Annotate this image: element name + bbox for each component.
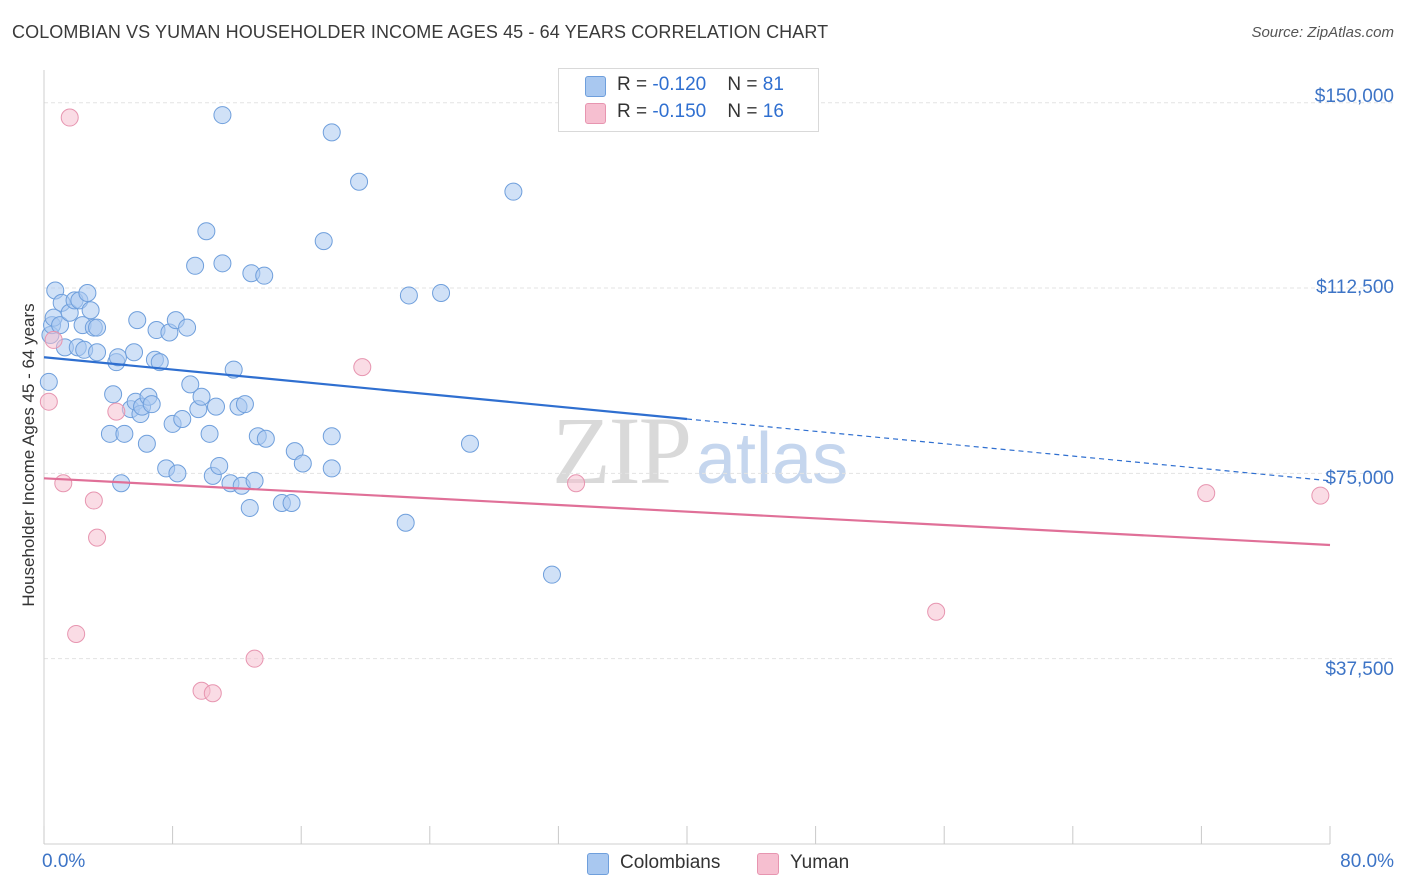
y-tick-label-75000: $75,000 [1325, 468, 1394, 489]
yuman-point-3 [60, 108, 79, 127]
colombians-point-24 [115, 424, 134, 443]
colombians-point-26 [125, 343, 144, 362]
yuman-point-6 [107, 402, 126, 421]
colombians-point-36 [150, 353, 169, 372]
colombians-point-69 [293, 454, 312, 473]
yuman-point-4 [84, 491, 103, 510]
stats-legend: R = -0.120 N = 81 R = -0.150 N = 16 [558, 68, 819, 132]
colombians-point-78 [460, 434, 479, 453]
colombians-point-15 [81, 301, 100, 320]
n-label: N = [727, 101, 763, 122]
colombians-point-56 [224, 360, 243, 379]
colombians-point-51 [207, 397, 226, 416]
colombians-point-0 [39, 372, 58, 391]
colombians-point-41 [168, 464, 187, 483]
colombians-point-31 [137, 434, 156, 453]
r-value-yuman: -0.150 [652, 101, 707, 122]
r-label: R = [617, 101, 653, 122]
n-label: N = [727, 74, 763, 95]
yuman-legend-swatch [757, 853, 779, 875]
colombians-legend-swatch [587, 853, 609, 875]
colombians-point-45 [186, 256, 205, 275]
colombians-point-72 [322, 427, 341, 446]
source-label: Source: ZipAtlas.com [1251, 24, 1394, 41]
colombians-point-71 [322, 123, 341, 142]
colombians-point-60 [240, 498, 259, 517]
yuman-point-2 [54, 474, 73, 493]
colombians-legend-label: Colombians [620, 852, 721, 873]
r-label: R = [617, 74, 653, 95]
yuman-point-10 [245, 649, 264, 668]
yuman-point-1 [44, 330, 63, 349]
y-tick-label-112500: $112,500 [1316, 277, 1394, 298]
yuman-point-5 [88, 528, 107, 547]
colombians-point-79 [504, 182, 523, 201]
colombians-point-67 [282, 494, 301, 513]
colombians-point-64 [255, 266, 274, 285]
x-tick-label-max: 80.0% [1340, 851, 1394, 872]
yuman-point-14 [1197, 484, 1216, 503]
yuman-point-12 [567, 474, 586, 493]
colombians-point-5 [51, 316, 70, 335]
colombians-point-44 [181, 375, 200, 394]
n-value-yuman: 16 [762, 101, 784, 122]
colombians-point-48 [197, 222, 216, 241]
y-tick-label-150000: $150,000 [1314, 86, 1394, 107]
chart-title: COLOMBIAN VS YUMAN HOUSEHOLDER INCOME AG… [12, 22, 829, 42]
yuman-legend-label: Yuman [790, 852, 850, 873]
colombians-point-62 [245, 471, 264, 490]
colombians-point-18 [88, 343, 107, 362]
x-tick-label-min: 0.0% [42, 851, 86, 872]
colombians-point-74 [350, 172, 369, 191]
n-value-colombians: 81 [762, 74, 784, 95]
colombians-point-70 [314, 232, 333, 251]
colombians-point-20 [104, 385, 123, 404]
y-tick-label-37500: $37,500 [1325, 659, 1394, 680]
yuman-swatch [585, 103, 606, 124]
colombians-point-49 [200, 424, 219, 443]
colombians-swatch [585, 76, 606, 97]
colombians-point-77 [432, 283, 451, 302]
colombians-trend-line [43, 356, 688, 421]
yuman-point-7 [67, 624, 86, 643]
colombians-point-42 [173, 409, 192, 428]
yuman-point-11 [353, 358, 372, 377]
colombians-point-43 [178, 318, 197, 337]
legend-yuman-stats: R = -0.150 N = 16 [617, 101, 784, 123]
colombians-point-52 [210, 456, 229, 475]
colombians-point-53 [213, 254, 232, 273]
colombians-point-80 [542, 565, 561, 584]
colombians-point-22 [108, 348, 127, 367]
yuman-point-0 [39, 392, 58, 411]
colombians-point-14 [78, 283, 97, 302]
colombians-point-17 [88, 318, 107, 337]
legend-colombians-stats: R = -0.120 N = 81 [617, 74, 784, 96]
colombians-point-47 [192, 387, 211, 406]
colombians-point-73 [322, 459, 341, 478]
colombians-point-76 [399, 286, 418, 305]
colombians-trend-line-extension [686, 418, 1331, 482]
colombians-point-54 [213, 106, 232, 125]
yuman-point-9 [203, 684, 222, 703]
colombians-point-59 [235, 395, 254, 414]
r-value-colombians: -0.120 [652, 74, 707, 95]
yuman-point-13 [927, 602, 946, 621]
colombians-point-28 [128, 311, 147, 330]
colombians-point-33 [142, 395, 161, 414]
yuman-point-15 [1311, 486, 1330, 505]
yuman-trend-line [43, 477, 1331, 547]
colombians-point-65 [256, 429, 275, 448]
colombians-point-75 [396, 513, 415, 532]
